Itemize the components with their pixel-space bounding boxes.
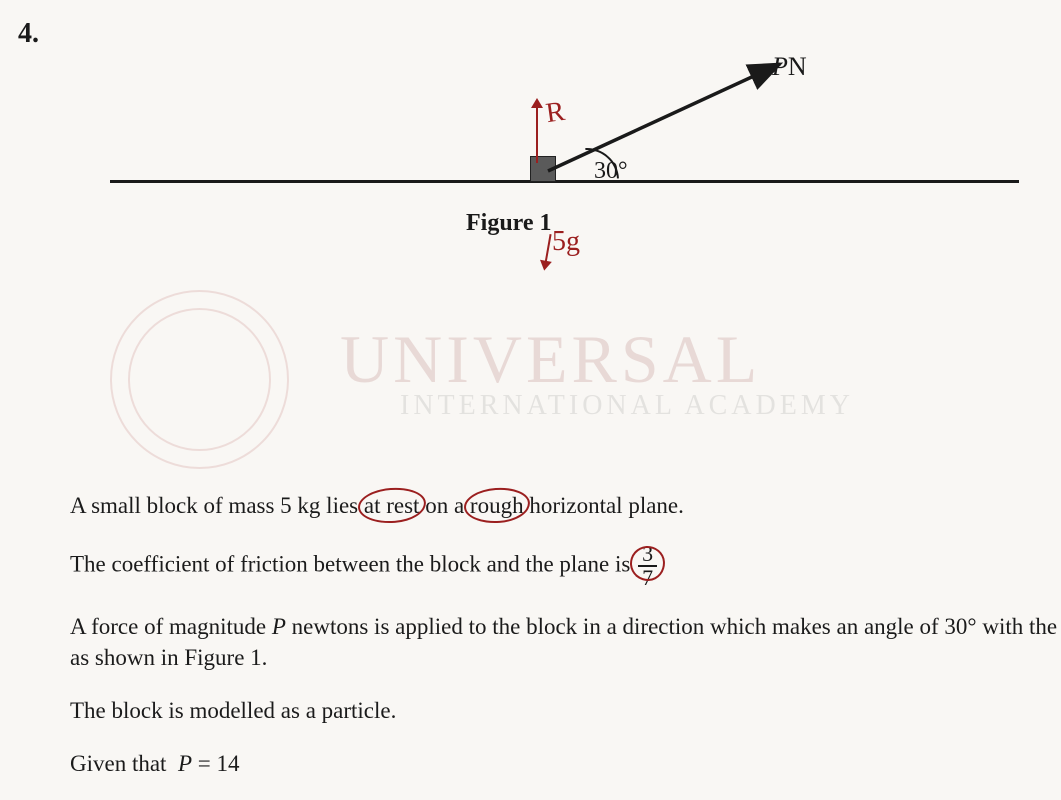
circled-at-rest: at rest — [364, 493, 420, 518]
figure-1-diagram: PN 30° Figure 1 R 5g — [0, 40, 1061, 250]
frac-num: 3 — [638, 543, 657, 567]
watermark-line1: UNIVERSAL — [340, 320, 761, 399]
circled-rough: rough — [470, 493, 524, 518]
reaction-arrow-icon — [536, 105, 538, 163]
watermark-seal-icon — [110, 290, 289, 469]
p1-b: on a — [419, 493, 469, 518]
newton-unit: N — [788, 52, 807, 81]
physics-question-page: 4. UNIVERSAL INTERNATIONAL ACADEMY PN 30… — [0, 0, 1061, 800]
figure-caption: Figure 1 — [466, 210, 552, 237]
circled-fraction: 3 7 — [636, 551, 659, 576]
watermark: UNIVERSAL INTERNATIONAL ACADEMY — [80, 300, 1021, 480]
question-body: A small block of mass 5 kg lies at rest … — [70, 490, 1061, 800]
para-2: The coefficient of friction between the … — [70, 543, 1061, 589]
watermark-line2: INTERNATIONAL ACADEMY — [400, 390, 854, 422]
fraction-3-7: 3 7 — [638, 543, 657, 589]
p2-a: The coefficient of friction between the … — [70, 551, 636, 576]
angle-30-label: 30° — [594, 158, 628, 185]
reaction-R-label: R — [544, 96, 567, 130]
p1-a: A small block of mass 5 kg lies — [70, 493, 364, 518]
p1-c: horizontal plane. — [524, 493, 684, 518]
para-5: Given that P = 14 — [70, 748, 1061, 779]
force-P-label: PN — [772, 52, 807, 82]
para-4: The block is modelled as a particle. — [70, 695, 1061, 726]
P-symbol: P — [772, 52, 788, 81]
weight-5g-label: 5g — [552, 226, 580, 258]
frac-den: 7 — [638, 567, 657, 589]
para-1: A small block of mass 5 kg lies at rest … — [70, 490, 1061, 521]
para-3: A force of magnitude P newtons is applie… — [70, 611, 1061, 673]
